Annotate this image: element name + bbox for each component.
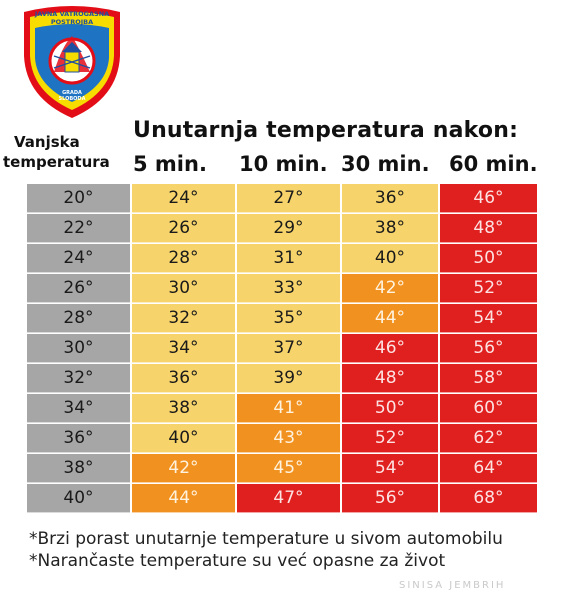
inside-temp-cell: 56° <box>342 484 438 513</box>
note-grey-car: *Brzi porast unutarnje temperature u siv… <box>29 529 503 549</box>
column-header-10min: 10 min. <box>239 152 328 176</box>
temperature-table: 20° 24° 27° 36° 46° 22° 26° 29° 38° 48° 24° 28° 31° 4… <box>27 184 537 514</box>
inside-temp-cell: 50° <box>342 394 438 423</box>
inside-temp-cell: 44° <box>342 304 438 333</box>
logo-text-top: JAVNA VATROGASNA <box>34 10 109 18</box>
inside-temp-cell: 68° <box>440 484 537 513</box>
inside-temp-cell: 30° <box>132 274 235 303</box>
inside-temp-cell: 26° <box>132 214 235 243</box>
inside-temp-cell: 42° <box>132 454 235 483</box>
table-row: 22° 26° 29° 38° 48° <box>27 214 537 243</box>
author-signature: SINISA JEMBRIH <box>399 580 506 591</box>
inside-temp-cell: 48° <box>342 364 438 393</box>
table-title: Unutarnja temperatura nakon: <box>133 118 519 143</box>
inside-temp-cell: 62° <box>440 424 537 453</box>
outside-temp-cell: 34° <box>27 394 130 423</box>
inside-temp-cell: 38° <box>342 214 438 243</box>
logo-text-bottom: GRADA <box>62 90 82 96</box>
inside-temp-cell: 40° <box>132 424 235 453</box>
outside-temp-cell: 28° <box>27 304 130 333</box>
outside-temp-cell: 22° <box>27 214 130 243</box>
inside-temp-cell: 43° <box>237 424 340 453</box>
inside-temp-cell: 48° <box>440 214 537 243</box>
fire-brigade-logo: JAVNA VATROGASNA POSTROJBA GRADA SLOBODA <box>24 6 120 118</box>
table-row: 26° 30° 33° 42° 52° <box>27 274 537 303</box>
inside-temp-cell: 38° <box>132 394 235 423</box>
inside-temp-cell: 54° <box>342 454 438 483</box>
outside-temp-label-2: temperatura <box>3 153 110 171</box>
inside-temp-cell: 41° <box>237 394 340 423</box>
table-row: 20° 24° 27° 36° 46° <box>27 184 537 213</box>
table-row: 28° 32° 35° 44° 54° <box>27 304 537 333</box>
logo-text-bottom-2: SLOBODA <box>59 96 86 102</box>
inside-temp-cell: 47° <box>237 484 340 513</box>
inside-temp-cell: 46° <box>342 334 438 363</box>
inside-temp-cell: 58° <box>440 364 537 393</box>
outside-temp-cell: 30° <box>27 334 130 363</box>
inside-temp-cell: 40° <box>342 244 438 273</box>
inside-temp-cell: 56° <box>440 334 537 363</box>
inside-temp-cell: 27° <box>237 184 340 213</box>
inside-temp-cell: 35° <box>237 304 340 333</box>
inside-temp-cell: 60° <box>440 394 537 423</box>
table-row: 38° 42° 45° 54° 64° <box>27 454 537 483</box>
table-row: 36° 40° 43° 52° 62° <box>27 424 537 453</box>
inside-temp-cell: 24° <box>132 184 235 213</box>
outside-temp-cell: 20° <box>27 184 130 213</box>
inside-temp-cell: 31° <box>237 244 340 273</box>
notes: *Brzi porast unutarnje temperature u siv… <box>29 528 503 572</box>
outside-temp-label-1: Vanjska <box>14 133 80 151</box>
column-header-5min: 5 min. <box>133 152 207 176</box>
outside-temp-cell: 38° <box>27 454 130 483</box>
inside-temp-cell: 44° <box>132 484 235 513</box>
inside-temp-cell: 52° <box>342 424 438 453</box>
inside-temp-cell: 34° <box>132 334 235 363</box>
outside-temp-cell: 40° <box>27 484 130 513</box>
inside-temp-cell: 28° <box>132 244 235 273</box>
inside-temp-cell: 39° <box>237 364 340 393</box>
table-row: 40° 44° 47° 56° 68° <box>27 484 537 513</box>
outside-temp-cell: 26° <box>27 274 130 303</box>
inside-temp-cell: 52° <box>440 274 537 303</box>
outside-temp-cell: 24° <box>27 244 130 273</box>
outside-temp-cell: 36° <box>27 424 130 453</box>
inside-temp-cell: 54° <box>440 304 537 333</box>
outside-temp-cell: 32° <box>27 364 130 393</box>
inside-temp-cell: 50° <box>440 244 537 273</box>
column-header-30min: 30 min. <box>341 152 430 176</box>
inside-temp-cell: 36° <box>342 184 438 213</box>
inside-temp-cell: 29° <box>237 214 340 243</box>
inside-temp-cell: 36° <box>132 364 235 393</box>
inside-temp-cell: 46° <box>440 184 537 213</box>
logo-text-top-2: POSTROJBA <box>51 18 93 26</box>
note-orange-danger: *Narančaste temperature su već opasne za… <box>29 551 446 571</box>
table-row: 32° 36° 39° 48° 58° <box>27 364 537 393</box>
inside-temp-cell: 45° <box>237 454 340 483</box>
table-row: 30° 34° 37° 46° 56° <box>27 334 537 363</box>
inside-temp-cell: 33° <box>237 274 340 303</box>
column-header-60min: 60 min. <box>449 152 538 176</box>
inside-temp-cell: 32° <box>132 304 235 333</box>
inside-temp-cell: 37° <box>237 334 340 363</box>
table-row: 34° 38° 41° 50° 60° <box>27 394 537 423</box>
inside-temp-cell: 64° <box>440 454 537 483</box>
table-row: 24° 28° 31° 40° 50° <box>27 244 537 273</box>
inside-temp-cell: 42° <box>342 274 438 303</box>
